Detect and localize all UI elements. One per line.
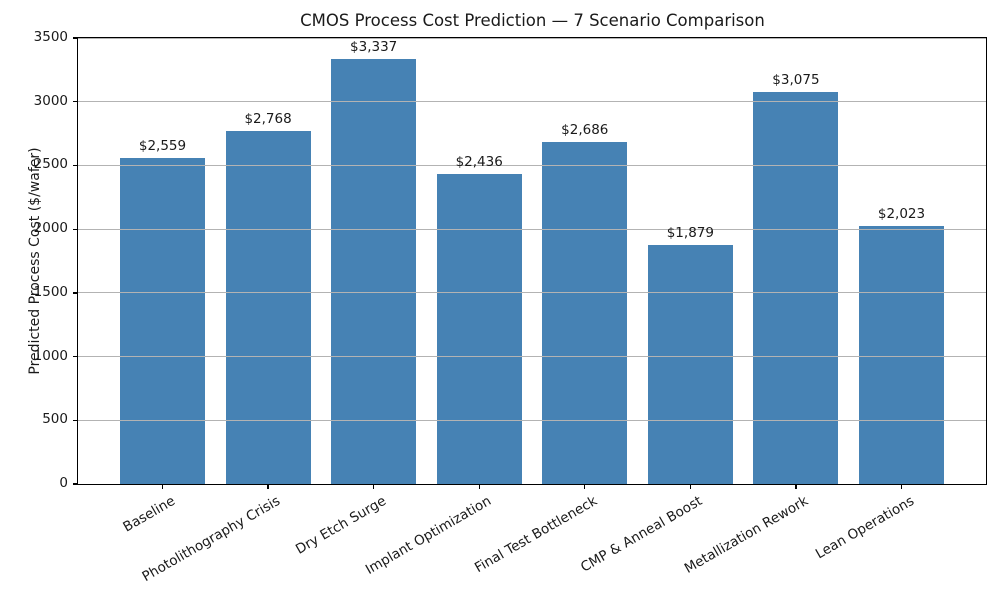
y-tick-label: 1500 [33, 283, 68, 300]
bar-cmp-anneal-boost [647, 244, 733, 484]
y-tick-label: 2000 [33, 220, 68, 237]
x-tick-mark [478, 485, 480, 489]
y-tick-label: 3000 [33, 92, 68, 109]
bar-value-label: $1,879 [666, 224, 714, 241]
y-tick-mark [73, 228, 77, 230]
gridline [78, 228, 986, 230]
gridline [78, 101, 986, 103]
x-tick-mark [267, 485, 269, 489]
bar-photolithography-crisis [225, 131, 311, 484]
y-tick-label: 500 [42, 411, 68, 428]
x-tick-mark [584, 485, 586, 489]
x-tick-mark [900, 485, 903, 489]
y-tick-mark [73, 483, 77, 485]
bar-value-label: $3,337 [350, 38, 398, 55]
bar-baseline [120, 157, 205, 484]
x-tick-label: Dry Etch Surge [292, 493, 389, 558]
bar-value-label: $2,768 [244, 111, 292, 128]
x-tick-label: Lean Operations [812, 493, 917, 563]
y-tick-label: 2500 [33, 156, 68, 173]
gridline [78, 37, 986, 39]
bar-metallization-rework [753, 92, 839, 484]
bar-lean-operations [859, 226, 944, 484]
bar-value-label: $2,436 [455, 153, 503, 170]
y-tick-mark [73, 164, 77, 167]
y-tick-mark [73, 101, 77, 103]
y-tick-label: 1000 [33, 347, 68, 364]
bar-value-label: $2,023 [877, 206, 926, 223]
y-tick-mark [73, 292, 77, 294]
x-tick-mark [689, 485, 692, 489]
bar-value-label: $2,686 [561, 121, 609, 138]
x-tick-mark [373, 485, 375, 489]
y-tick-label: 0 [59, 475, 68, 491]
x-tick-mark [795, 485, 797, 489]
y-axis-label: Predicted Process Cost ($/wafer) [27, 147, 43, 375]
x-tick-label: Baseline [119, 493, 178, 536]
gridline [78, 292, 986, 294]
chart-title: CMOS Process Cost Prediction — 7 Scenari… [300, 11, 765, 30]
y-tick-label: 3500 [33, 29, 68, 45]
bar-final-test-bottleneck [542, 141, 628, 484]
gridline [78, 164, 986, 166]
bar-implant-optimization [436, 173, 522, 484]
bar-dry-etch-surge [331, 58, 417, 484]
bar-value-label: $2,559 [138, 137, 187, 154]
bar-value-label: $3,075 [772, 72, 820, 89]
y-tick-mark [73, 355, 77, 358]
x-tick-mark [161, 485, 164, 489]
y-tick-mark [73, 37, 77, 39]
y-tick-mark [73, 419, 77, 421]
gridline [78, 356, 986, 358]
plot-area: $2,559 Baseline $2,768 Photolithography Cri… [73, 37, 987, 585]
gridline [78, 419, 986, 421]
